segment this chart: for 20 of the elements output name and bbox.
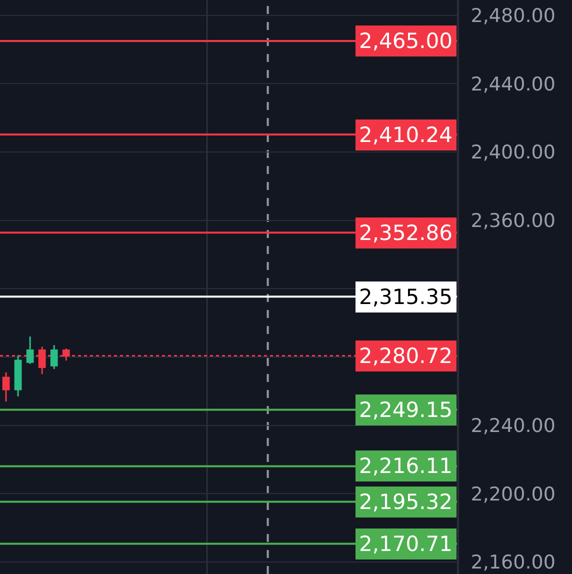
candlestick: [14, 354, 22, 398]
ref-line-label: 2,352.86: [359, 221, 453, 245]
y-tick-label: 2,200.00: [470, 483, 556, 506]
ref-line-label: 2,280.72: [359, 344, 453, 368]
ref-line-label: 2,216.11: [359, 454, 453, 478]
y-tick-label: 2,480.00: [470, 5, 556, 28]
ref-line-label: 2,195.32: [359, 490, 453, 514]
y-tick-label: 2,440.00: [470, 73, 556, 96]
y-tick-label: 2,160.00: [470, 552, 556, 574]
candlestick: [2, 372, 10, 402]
candlestick: [50, 344, 58, 370]
candlestick: [26, 336, 34, 365]
ref-line-label: 2,315.35: [359, 285, 453, 309]
ref-line-label: 2,249.15: [359, 398, 453, 422]
y-tick-label: 2,360.00: [470, 210, 556, 232]
ref-line-label: 2,465.00: [359, 29, 453, 53]
y-tick-label: 2,400.00: [470, 142, 556, 164]
ref-line-label: 2,170.71: [359, 532, 453, 556]
ref-line-label: 2,410.24: [359, 123, 453, 147]
y-tick-label: 2,240.00: [470, 415, 556, 438]
